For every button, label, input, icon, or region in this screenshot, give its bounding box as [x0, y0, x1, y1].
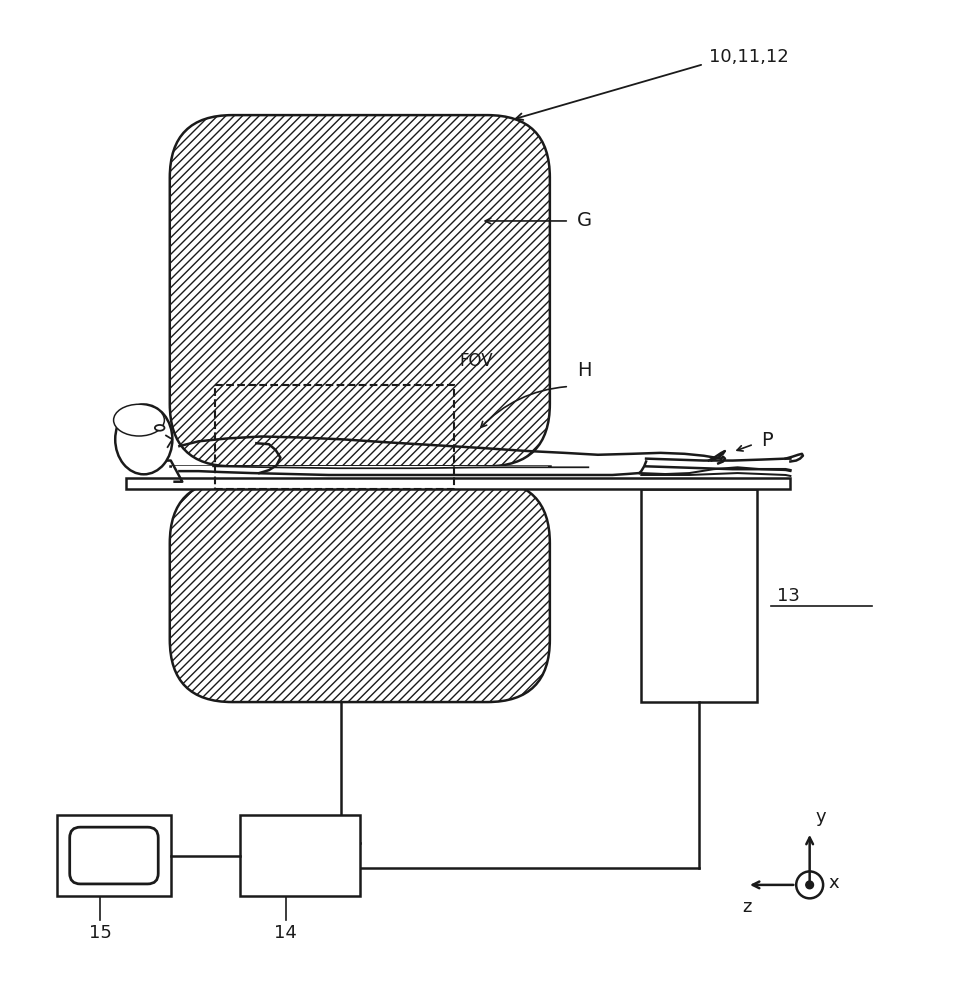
Bar — [172, 466, 548, 489]
Ellipse shape — [154, 425, 164, 431]
FancyBboxPatch shape — [69, 827, 158, 884]
FancyBboxPatch shape — [170, 481, 550, 702]
Ellipse shape — [114, 404, 164, 436]
FancyBboxPatch shape — [170, 115, 550, 466]
Text: 13: 13 — [777, 587, 800, 605]
Text: FOV: FOV — [459, 352, 493, 370]
Circle shape — [806, 881, 813, 889]
Text: 10,11,12: 10,11,12 — [708, 48, 788, 66]
Text: P: P — [761, 431, 773, 450]
Text: y: y — [815, 808, 826, 826]
Text: H: H — [577, 361, 592, 380]
Ellipse shape — [115, 404, 173, 474]
Text: 15: 15 — [89, 924, 112, 942]
Bar — [170, 466, 550, 481]
Bar — [240, 815, 360, 896]
Bar — [126, 478, 790, 489]
Text: G: G — [577, 211, 592, 230]
Bar — [642, 489, 757, 702]
Bar — [57, 815, 171, 896]
Text: 14: 14 — [274, 924, 297, 942]
Bar — [215, 385, 454, 489]
Text: z: z — [742, 898, 752, 916]
Text: x: x — [829, 874, 840, 892]
